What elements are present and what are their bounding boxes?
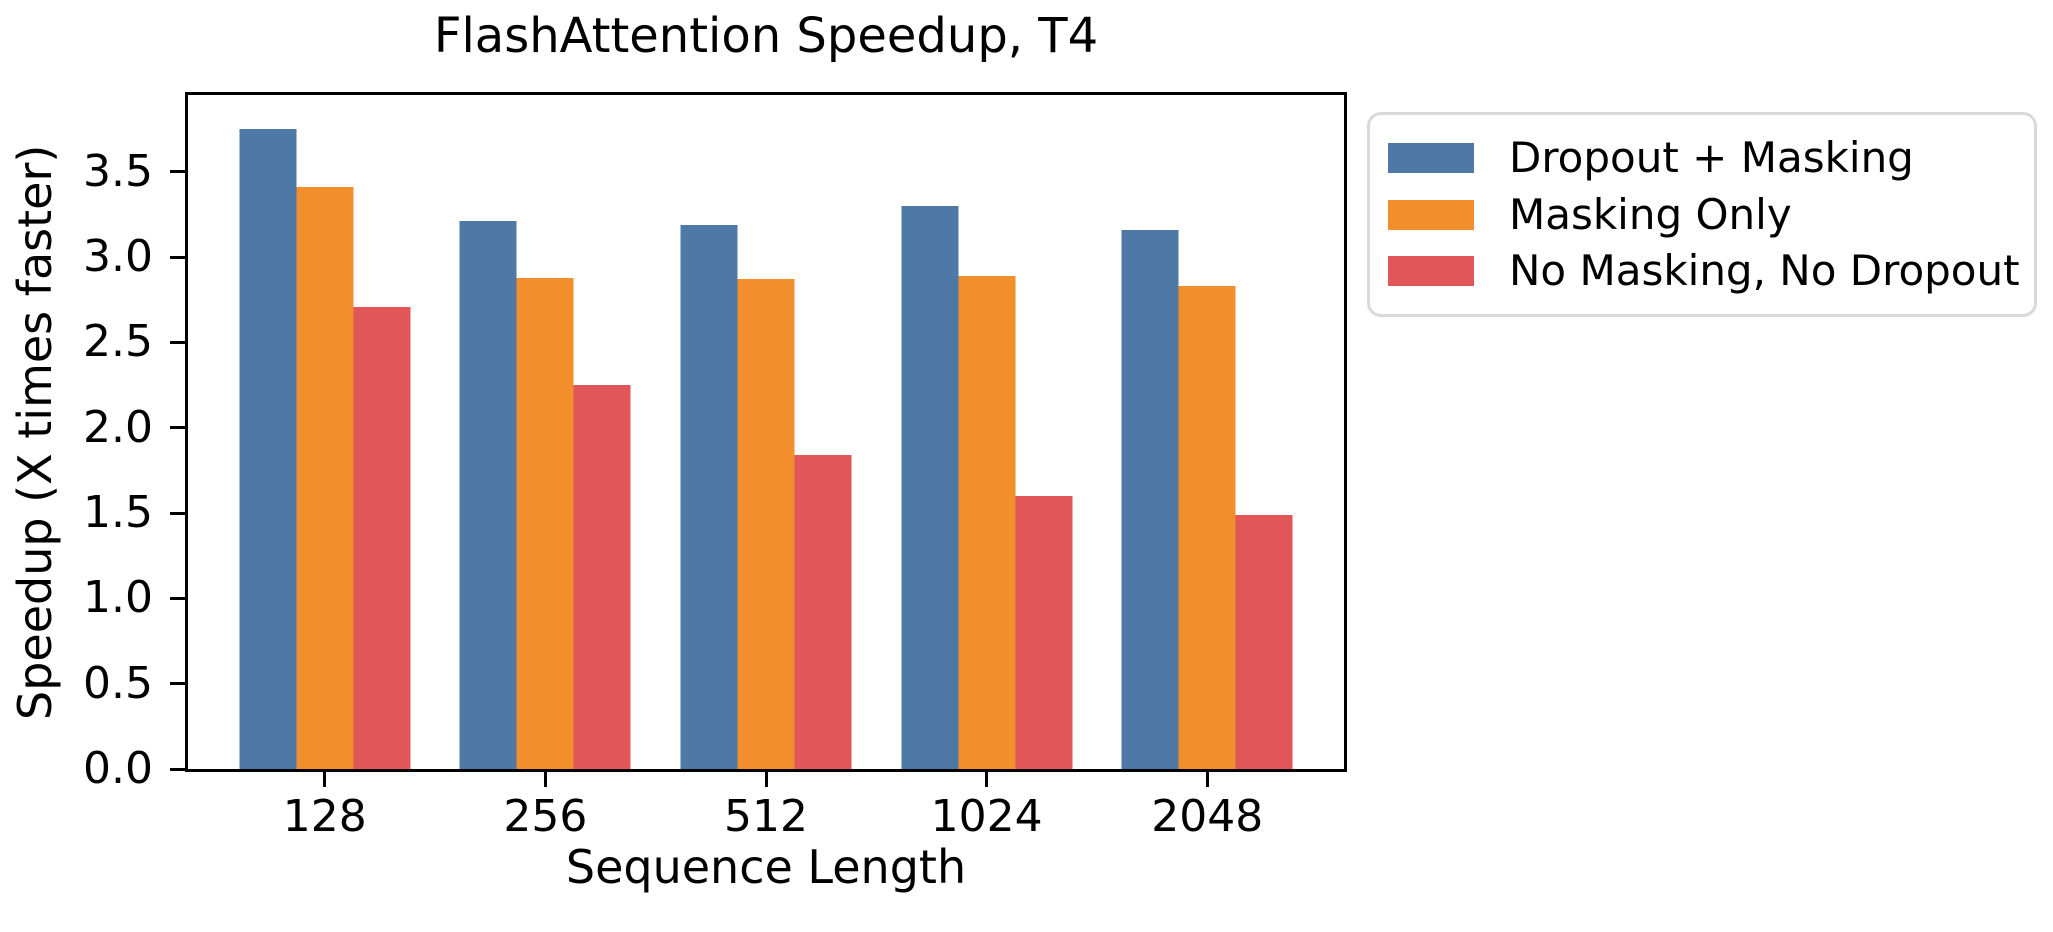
bar-group-128 — [239, 95, 411, 769]
legend-swatch-dropout-masking — [1388, 143, 1474, 173]
legend: Dropout + Masking Masking Only No Masking,… — [1367, 112, 2037, 317]
x-tick-mark-1024 — [985, 772, 989, 787]
y-tick-mark-1.5 — [170, 511, 185, 515]
bar-group-512 — [680, 95, 852, 769]
bar-no-masking-no-dropout-256 — [573, 385, 631, 769]
legend-swatch-no-masking-no-dropout — [1388, 256, 1474, 286]
y-tick-label-2.0: 2.0 — [83, 401, 153, 453]
y-tick-mark-2.0 — [170, 426, 185, 430]
legend-label-dropout-masking: Dropout + Masking — [1509, 133, 1914, 182]
legend-label-masking-only: Masking Only — [1509, 189, 1792, 239]
legend-row-masking-only: Masking Only — [1388, 189, 2016, 239]
y-tick-label-1.0: 1.0 — [83, 572, 153, 624]
x-tick-label-512: 512 — [724, 791, 808, 842]
x-tick-mark-512 — [764, 772, 768, 787]
y-tick-mark-3.0 — [170, 255, 185, 259]
x-tick-label-1024: 1024 — [930, 791, 1043, 842]
legend-row-no-masking-no-dropout: No Masking, No Dropout — [1388, 250, 2020, 292]
bar-no-masking-no-dropout-2048 — [1235, 514, 1293, 769]
legend-label-no-masking-no-dropout: No Masking, No Dropout — [1509, 246, 2020, 295]
x-tick-label-2048: 2048 — [1151, 791, 1264, 842]
y-tick-label-0.0: 0.0 — [83, 743, 153, 794]
y-tick-mark-3.5 — [170, 170, 185, 174]
bar-dropout-masking-256 — [459, 221, 517, 769]
bar-group-256 — [459, 95, 631, 769]
legend-swatch-masking-only — [1388, 199, 1474, 230]
bar-no-masking-no-dropout-512 — [794, 455, 852, 769]
bar-masking-only-512 — [737, 279, 795, 769]
bar-masking-only-2048 — [1178, 286, 1236, 769]
y-tick-label-3.0: 3.0 — [83, 231, 153, 283]
bar-masking-only-128 — [296, 187, 354, 769]
bar-dropout-masking-2048 — [1121, 229, 1179, 769]
legend-row-dropout-masking: Dropout + Masking — [1388, 137, 2016, 179]
y-tick-mark-0.5 — [170, 682, 185, 686]
bar-group-1024 — [901, 95, 1073, 769]
bar-dropout-masking-128 — [239, 129, 297, 769]
y-tick-label-1.5: 1.5 — [83, 487, 153, 539]
y-tick-mark-1.0 — [170, 596, 185, 600]
x-tick-mark-2048 — [1205, 772, 1209, 787]
x-tick-label-256: 256 — [503, 791, 588, 842]
bar-no-masking-no-dropout-128 — [353, 306, 411, 769]
chart-title: FlashAttention Speedup, T4 — [433, 8, 1099, 64]
y-tick-mark-2.5 — [170, 340, 185, 344]
bar-dropout-masking-512 — [680, 224, 738, 769]
bar-no-masking-no-dropout-1024 — [1015, 496, 1073, 769]
bar-group-2048 — [1121, 95, 1293, 769]
x-tick-mark-256 — [543, 772, 547, 787]
y-tick-label-3.5: 3.5 — [83, 145, 153, 197]
y-tick-mark-0.0 — [170, 767, 185, 771]
x-tick-mark-128 — [323, 772, 327, 787]
bar-masking-only-256 — [516, 277, 574, 769]
bar-dropout-masking-1024 — [901, 205, 959, 769]
x-axis-label: Sequence Length — [565, 840, 967, 894]
y-tick-label-0.5: 0.5 — [83, 657, 153, 709]
y-tick-label-2.5: 2.5 — [83, 316, 153, 368]
x-tick-label-128: 128 — [282, 791, 367, 842]
plot-area: 0.0 0.5 1.0 1.5 2.0 2.5 3.0 3.5 128 256 512 1024 204… — [83, 92, 1347, 839]
bar-masking-only-1024 — [958, 275, 1016, 769]
